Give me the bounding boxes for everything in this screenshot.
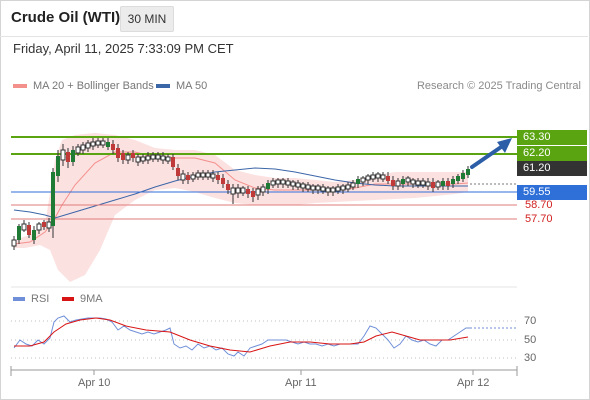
rsi-9ma-line xyxy=(14,317,469,353)
rsi-line xyxy=(13,315,470,357)
price-tag-63-30-label: 63.30 xyxy=(523,131,551,143)
legend-bollinger: MA 20 + Bollinger Bands xyxy=(13,80,154,92)
price-tag-57-70-label: 57.70 xyxy=(525,213,553,225)
price-tag-59-55: 59.55 xyxy=(517,185,587,200)
rsi-swatch-icon xyxy=(13,297,25,302)
legend-bollinger-label: MA 20 + Bollinger Bands xyxy=(33,80,154,92)
price-tag-61-20-label: 61.20 xyxy=(523,162,551,174)
forecast-arrow-icon xyxy=(470,138,512,169)
interval-selector[interactable]: 30 MIN xyxy=(120,6,174,32)
rsi-axis-label-70: 70 xyxy=(524,315,537,327)
price-tag-62-20: 62.20 xyxy=(517,146,587,161)
bollinger-band xyxy=(14,133,468,282)
price-tag-58-70: 58.70 xyxy=(519,198,585,213)
ma9-swatch-icon xyxy=(62,297,74,302)
x-axis-label-apr-11: Apr 11 xyxy=(285,377,317,389)
price-tag-62-20-label: 62.20 xyxy=(523,147,551,159)
price-tag-59-55-label: 59.55 xyxy=(523,186,551,198)
price-tag-58-70-label: 58.70 xyxy=(525,199,553,211)
instrument-title: Crude Oil (WTI) xyxy=(11,9,121,26)
legend-ma50: MA 50 xyxy=(156,80,207,92)
price-tag-57-70: 57.70 xyxy=(519,212,585,227)
rsi-axis-label-50: 50 xyxy=(524,334,537,346)
price-tag-63-30: 63.30 xyxy=(517,130,587,145)
legend-9ma-label: 9MA xyxy=(80,293,103,305)
x-axis-label-apr-12: Apr 12 xyxy=(457,377,490,389)
legend-ma50-label: MA 50 xyxy=(176,80,208,92)
legend-rsi: RSI xyxy=(13,293,49,305)
bollinger-swatch-icon xyxy=(13,84,27,89)
ma50-swatch-icon xyxy=(156,84,170,89)
x-axis-label-apr-10: Apr 10 xyxy=(78,377,111,389)
research-credit: Research © 2025 Trading Central xyxy=(416,80,581,92)
legend-rsi-label: RSI xyxy=(31,293,50,305)
rsi-axis-label-30: 30 xyxy=(524,352,537,364)
legend-9ma: 9MA xyxy=(62,293,103,305)
chart-datetime: Friday, April 11, 2025 7:33:09 PM CET xyxy=(13,41,234,56)
chart-header: Crude Oil (WTI) 30 MIN xyxy=(0,0,588,37)
candlesticks xyxy=(11,138,470,250)
price-tag-61-20: 61.20 xyxy=(517,161,587,176)
